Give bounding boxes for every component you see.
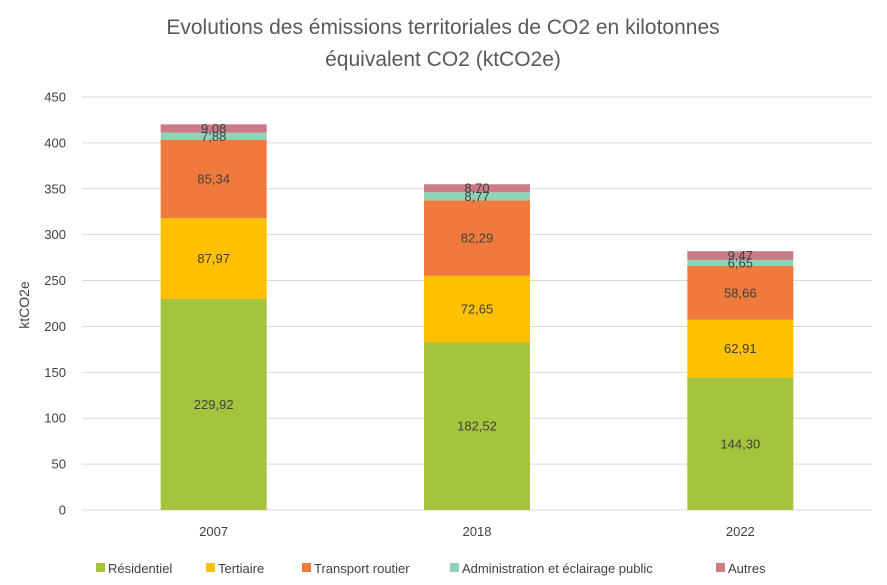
data-label: 6,65 [728, 255, 753, 270]
data-label: 144,30 [720, 436, 760, 451]
bar-segment [424, 192, 530, 201]
y-tick-label: 350 [44, 181, 66, 196]
data-label: 58,66 [724, 285, 757, 300]
data-label: 62,91 [724, 341, 757, 356]
y-tick-label: 300 [44, 227, 66, 242]
data-label: 9,47 [728, 248, 753, 263]
x-tick-label: 2007 [199, 524, 228, 539]
bar-segment [687, 251, 794, 260]
legend-swatch [96, 563, 105, 572]
data-label: 9,08 [201, 121, 226, 136]
bar-segment [687, 377, 794, 510]
data-label: 72,65 [461, 302, 494, 317]
legend-entry: Résidentiel [108, 561, 172, 576]
chart-title-line-1: Evolutions des émissions territoriales d… [166, 16, 719, 39]
legend-swatch [450, 563, 459, 572]
legend-swatch [302, 563, 311, 572]
chart-title-line-2: équivalent CO2 (ktCO2e) [325, 48, 561, 71]
y-tick-label: 450 [44, 90, 66, 105]
data-label: 229,92 [194, 397, 234, 412]
data-label: 182,52 [457, 419, 497, 434]
data-label: 87,97 [197, 251, 230, 266]
bar-segment [160, 218, 267, 299]
y-tick-label: 0 [59, 503, 66, 518]
legend-entry: Tertiaire [218, 561, 264, 576]
y-tick-label: 200 [44, 319, 66, 334]
data-label: 82,29 [461, 231, 494, 246]
legend-entry: Administration et éclairage public [462, 561, 653, 576]
data-label: 8,70 [464, 181, 489, 196]
bar-segment [424, 275, 530, 343]
bar-segment [424, 184, 530, 193]
bar-segment [687, 265, 794, 320]
y-tick-label: 250 [44, 273, 66, 288]
bar-segment [687, 319, 794, 378]
legend-entry: Transport routier [314, 561, 410, 576]
legend-swatch [716, 563, 725, 572]
bar-segment [687, 259, 794, 266]
bar-segment [424, 200, 530, 276]
bar-segment [160, 139, 267, 219]
y-tick-label: 150 [44, 365, 66, 380]
bar-segment [424, 342, 530, 510]
y-tick-label: 50 [52, 457, 66, 472]
legend-swatch [206, 563, 215, 572]
x-tick-label: 2018 [463, 524, 492, 539]
x-tick-label: 2022 [726, 524, 755, 539]
legend-entry: Autres [728, 561, 766, 576]
data-label: 7,88 [201, 129, 226, 144]
y-axis-label: ktCO2e [16, 281, 32, 329]
data-label: 8,77 [464, 189, 489, 204]
bar-segment [160, 298, 267, 510]
y-tick-label: 400 [44, 135, 66, 150]
bar-segment [160, 132, 267, 140]
y-tick-label: 100 [44, 411, 66, 426]
data-label: 85,34 [197, 172, 230, 187]
bar-segment [160, 124, 267, 133]
